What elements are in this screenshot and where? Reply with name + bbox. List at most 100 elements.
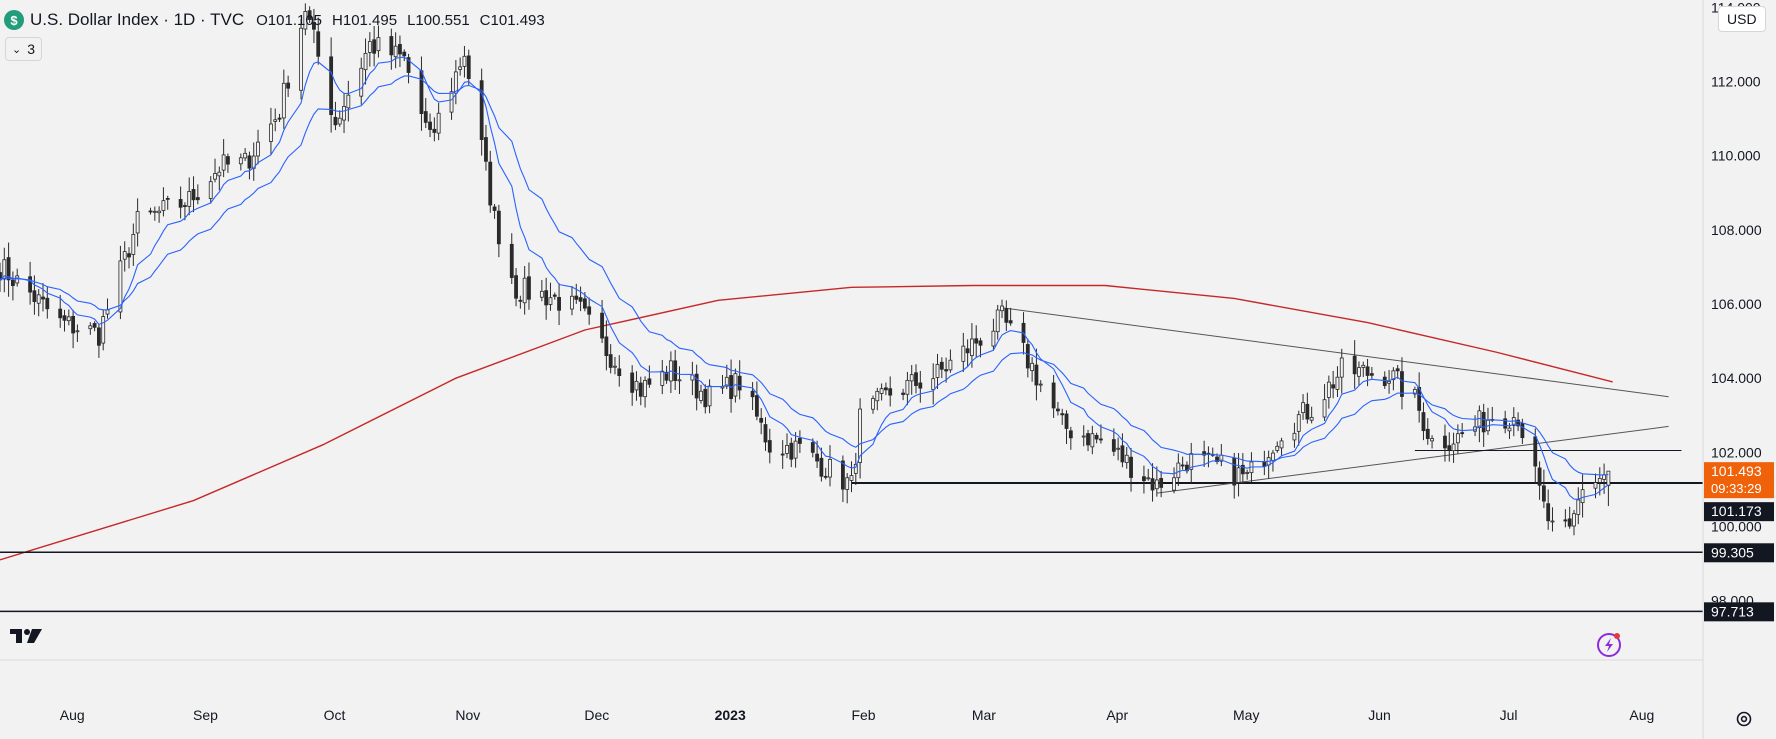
candle[interactable]	[970, 323, 974, 368]
candle[interactable]	[939, 357, 944, 379]
candle[interactable]	[492, 204, 497, 219]
candle[interactable]	[901, 388, 906, 401]
candle[interactable]	[1008, 307, 1013, 326]
candle[interactable]	[1572, 509, 1576, 536]
candle[interactable]	[101, 309, 106, 351]
candle[interactable]	[2, 247, 7, 293]
candle[interactable]	[462, 46, 467, 78]
candle[interactable]	[329, 37, 334, 133]
candle[interactable]	[961, 332, 966, 372]
candle[interactable]	[935, 353, 940, 390]
candle[interactable]	[914, 364, 918, 394]
candle[interactable]	[634, 371, 639, 401]
candle[interactable]	[539, 280, 544, 302]
candle[interactable]	[944, 357, 949, 383]
candle[interactable]	[1606, 470, 1611, 507]
candle[interactable]	[789, 437, 794, 468]
candle[interactable]	[195, 184, 200, 205]
candle[interactable]	[1146, 468, 1151, 481]
candle[interactable]	[393, 32, 398, 69]
candle[interactable]	[853, 452, 858, 485]
candle[interactable]	[1455, 424, 1460, 454]
candle[interactable]	[131, 223, 136, 266]
candle[interactable]	[828, 445, 832, 487]
candle[interactable]	[703, 384, 708, 414]
candle[interactable]	[303, 3, 308, 36]
candle[interactable]	[780, 440, 785, 469]
candle[interactable]	[376, 25, 381, 58]
candle[interactable]	[1206, 446, 1211, 468]
candle[interactable]	[1326, 375, 1331, 409]
candle[interactable]	[307, 6, 312, 23]
candle[interactable]	[767, 428, 772, 464]
candle[interactable]	[557, 283, 561, 326]
candle[interactable]	[978, 337, 983, 358]
candle[interactable]	[1185, 461, 1189, 474]
candle[interactable]	[849, 461, 854, 493]
candle[interactable]	[488, 150, 493, 213]
candle[interactable]	[243, 148, 248, 161]
candle[interactable]	[1430, 435, 1434, 449]
candle[interactable]	[1451, 432, 1456, 463]
candle[interactable]	[995, 304, 1000, 340]
candle[interactable]	[578, 286, 583, 312]
candle[interactable]	[793, 432, 798, 468]
candle[interactable]	[608, 344, 613, 374]
candle[interactable]	[436, 102, 441, 141]
candle[interactable]	[1064, 410, 1069, 445]
candle[interactable]	[1352, 340, 1357, 389]
candle[interactable]	[428, 113, 432, 138]
candle[interactable]	[1124, 446, 1129, 469]
candle[interactable]	[187, 177, 192, 216]
candle[interactable]	[931, 363, 936, 405]
candle[interactable]	[58, 295, 63, 328]
candle[interactable]	[574, 283, 579, 304]
candle[interactable]	[810, 438, 815, 458]
candle[interactable]	[157, 206, 162, 223]
candle[interactable]	[398, 35, 402, 68]
candle[interactable]	[359, 57, 364, 105]
candle[interactable]	[1481, 403, 1486, 447]
candle[interactable]	[1447, 432, 1452, 462]
candle[interactable]	[299, 19, 303, 100]
candle[interactable]	[737, 360, 742, 400]
candle[interactable]	[1000, 299, 1004, 319]
candle[interactable]	[1176, 453, 1181, 487]
candle[interactable]	[587, 297, 592, 325]
candle[interactable]	[105, 298, 110, 319]
candle[interactable]	[858, 398, 863, 479]
candle[interactable]	[750, 382, 755, 411]
candle[interactable]	[673, 349, 678, 390]
candle[interactable]	[1051, 374, 1056, 418]
trend-line[interactable]	[1156, 425, 1669, 494]
candle[interactable]	[75, 324, 80, 342]
candle[interactable]	[363, 38, 368, 85]
candle[interactable]	[1004, 300, 1009, 331]
candle[interactable]	[479, 68, 484, 156]
candle[interactable]	[1567, 506, 1572, 529]
candle[interactable]	[1296, 410, 1301, 446]
candle[interactable]	[286, 75, 291, 97]
candle[interactable]	[1111, 428, 1116, 457]
candle[interactable]	[522, 265, 527, 315]
candle[interactable]	[1129, 448, 1133, 492]
candle[interactable]	[92, 321, 97, 332]
candle[interactable]	[135, 198, 140, 247]
candle[interactable]	[88, 322, 93, 335]
candle[interactable]	[1232, 452, 1237, 499]
candle[interactable]	[449, 77, 454, 120]
candle[interactable]	[518, 295, 523, 309]
candle[interactable]	[484, 124, 488, 171]
candle[interactable]	[905, 371, 910, 406]
candle[interactable]	[1533, 428, 1538, 484]
candle[interactable]	[0, 262, 2, 292]
candle[interactable]	[423, 98, 428, 129]
candle[interactable]	[1060, 408, 1065, 425]
candle[interactable]	[918, 370, 923, 403]
candle[interactable]	[1443, 424, 1447, 462]
candle[interactable]	[372, 25, 377, 67]
candle[interactable]	[845, 473, 850, 504]
candle[interactable]	[45, 286, 50, 319]
candle[interactable]	[66, 309, 71, 326]
